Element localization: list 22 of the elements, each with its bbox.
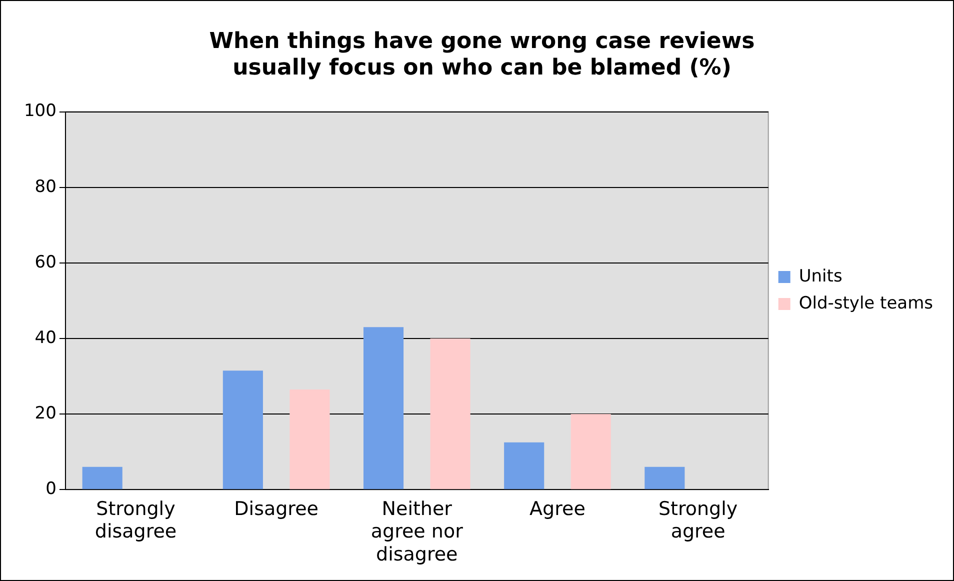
y-tick-label: 60	[34, 252, 56, 272]
chart-title: When things have gone wrong case reviews usually focus on who can be blamed (%)	[209, 28, 755, 80]
y-tick-label: 20	[34, 403, 56, 424]
x-tick-label: Strongly disagree	[94, 498, 177, 543]
x-tick-label: Neither agree nor disagree	[370, 498, 464, 566]
bar	[363, 327, 404, 490]
x-tick-label: Agree	[530, 498, 586, 520]
bar	[222, 370, 263, 490]
bar	[644, 466, 685, 490]
y-tick-label: 100	[24, 101, 56, 122]
bar	[290, 389, 330, 490]
bar	[82, 466, 122, 490]
bar	[430, 338, 470, 490]
legend-label: Units	[798, 266, 842, 286]
x-tick-label: Disagree	[234, 498, 318, 520]
x-tick-label: Strongly agree	[658, 498, 738, 543]
bar	[570, 414, 611, 490]
bar	[504, 442, 544, 490]
y-tick-label: 40	[34, 328, 56, 348]
y-tick-label: 0	[46, 479, 56, 500]
legend-label: Old-style teams	[798, 293, 934, 314]
y-tick-label: 80	[34, 176, 56, 197]
